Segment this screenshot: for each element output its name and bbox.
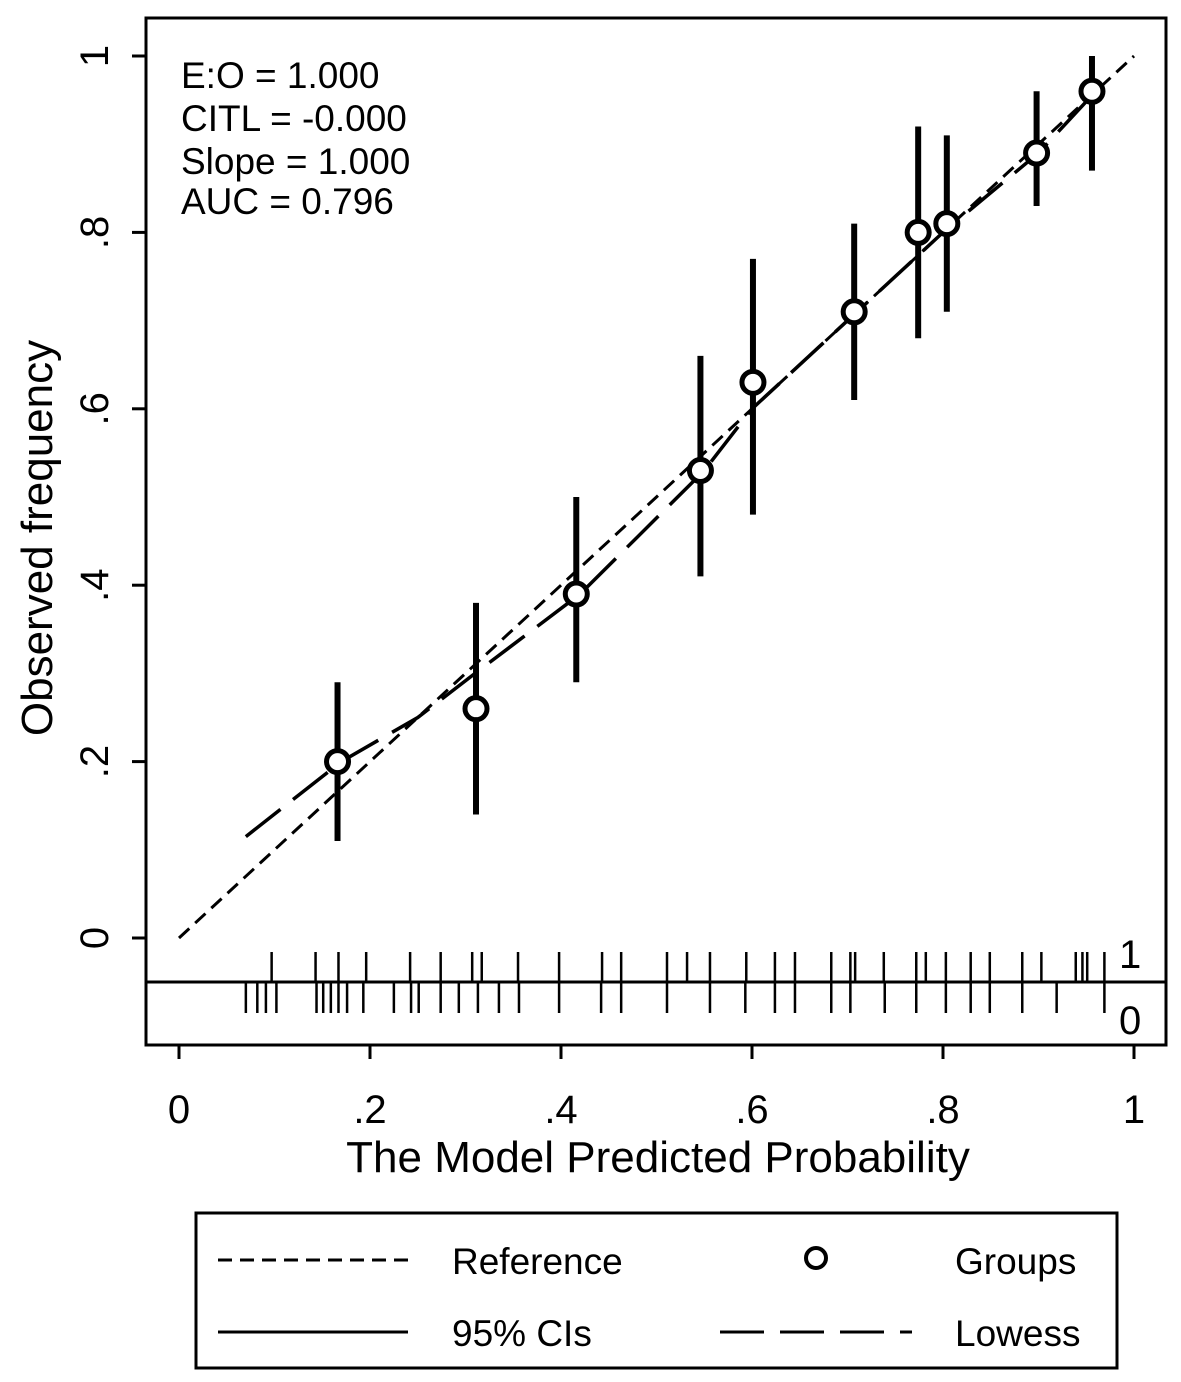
group-point-1: [462, 695, 490, 723]
group-point-6: [904, 218, 932, 246]
y-tick-label-1: .2: [73, 745, 117, 778]
x-tick-label-5: 1: [1123, 1088, 1145, 1132]
legend-frame: [194, 1211, 1119, 1370]
stat-eo: E:O = 1.000: [181, 55, 380, 96]
group-point-4: [739, 368, 767, 396]
legend: Reference Groups 95% CIs Lowess: [194, 1211, 1119, 1370]
legend-swatch-groups: [804, 1246, 828, 1270]
y-tick-label-3: .6: [73, 392, 117, 425]
group-markers: [324, 56, 1106, 841]
x-tick-label-1: .2: [353, 1088, 386, 1132]
group-point-7: [933, 210, 961, 238]
rug-label-nonevents: 0: [1119, 999, 1141, 1043]
legend-label-reference: Reference: [452, 1241, 623, 1282]
y-axis: 0 .2 .4 .6 .8 1: [73, 45, 146, 949]
stat-slope: Slope = 1.000: [181, 141, 410, 182]
plot-frame: [144, 16, 1168, 1047]
group-point-3: [686, 457, 714, 485]
calibration-lines: [177, 54, 1136, 940]
x-tick-label-4: .8: [926, 1088, 959, 1132]
group-point-2: [562, 580, 590, 608]
stat-citl: CITL = -0.000: [181, 98, 407, 139]
stat-auc: AUC = 0.796: [181, 181, 394, 222]
rug-plot: [146, 952, 1166, 1013]
legend-label-lowess: Lowess: [955, 1313, 1080, 1354]
x-axis: 0 .2 .4 .6 .8 1: [168, 1045, 1145, 1132]
y-tick-label-2: .4: [73, 569, 117, 602]
x-tick-label-3: .6: [735, 1088, 768, 1132]
group-point-9: [1078, 77, 1106, 105]
x-tick-label-2: .4: [544, 1088, 577, 1132]
legend-label-ci: 95% CIs: [452, 1313, 592, 1354]
y-tick-label-0: 0: [73, 927, 117, 949]
legend-label-groups: Groups: [955, 1241, 1076, 1282]
rug-label-events: 1: [1119, 933, 1141, 977]
y-axis-title: Observed frequency: [13, 340, 62, 736]
y-tick-label-4: .8: [73, 216, 117, 249]
reference-line: [177, 54, 1136, 940]
lowess-line: [244, 90, 1098, 838]
group-point-8: [1023, 139, 1051, 167]
group-point-0: [324, 748, 352, 776]
x-axis-title: The Model Predicted Probability: [346, 1133, 970, 1182]
group-point-5: [840, 298, 868, 326]
y-tick-label-5: 1: [73, 45, 117, 67]
x-tick-label-0: 0: [168, 1088, 190, 1132]
